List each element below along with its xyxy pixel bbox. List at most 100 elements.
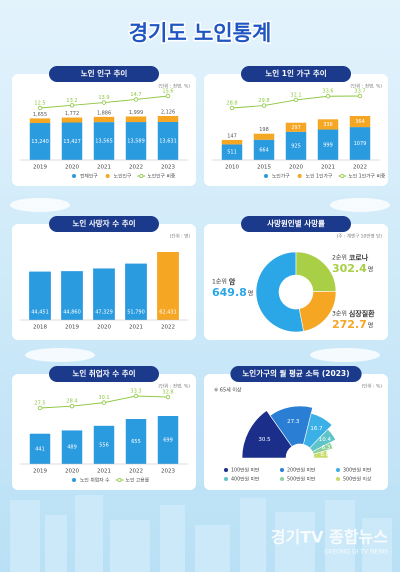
x-label: 2021 [97,469,111,475]
line-label: 12.5 [34,101,45,107]
line-label: 33.7 [354,89,365,95]
bar [29,271,51,320]
bar [285,122,307,132]
bar-label: 1,999 [129,110,143,116]
rate-value: 649.8 [212,286,247,299]
legend-marker [297,174,302,178]
x-label: 2020 [65,165,79,171]
panel-title: 노인 1인 가구 추이 [265,68,326,78]
line-point [229,105,235,111]
x-label: 2020 [65,469,79,475]
bar [317,119,339,130]
line-point [133,393,139,399]
bar-label: 198 [259,127,269,133]
x-label: 2022 [129,165,143,171]
fan-label: 30.5 [258,437,271,443]
bar [61,117,83,123]
line-label: 29.8 [258,98,269,104]
line-point [101,100,107,105]
watermark: 경기TV 종합뉴스 [271,528,388,547]
rate-value: 302.4 [332,262,367,275]
bar-label: 699 [163,438,173,444]
legend-label: 전체인구 [80,173,98,180]
bar-label: 364 [355,119,365,125]
legend-marker [139,173,144,178]
donut-slice [255,251,304,333]
line-point [69,403,75,409]
bar-label: 1,772 [65,111,79,117]
bar [93,116,115,123]
x-label: 2022 [353,165,367,171]
legend-label: 노인가구 [272,173,290,180]
bar-label: 2,126 [161,110,175,116]
bar-label: 47,329 [95,310,113,316]
bar [29,433,51,464]
bar [157,416,179,464]
x-label: 2020 [289,165,303,171]
bar-label: 999 [323,142,333,148]
legend-label: 노인 1인가구 비중 [348,173,386,180]
legend-marker [117,477,122,482]
bar [221,144,243,160]
bar-label: 664 [259,147,269,153]
legend-marker [224,477,228,481]
x-label: 2019 [65,325,79,331]
legend-label: 300만원 미만 [343,467,372,474]
bar [61,430,83,464]
legend-marker [336,468,340,472]
bar [61,271,83,320]
bar [221,139,243,145]
bar-label: 13,631 [159,138,177,144]
panel-title: 사망원인별 사망률 [267,218,325,228]
fan-label: 10.4 [319,437,332,443]
fan-slice [313,449,329,459]
rank: 3순위 [332,310,347,318]
note: ※ 65세 이상 [214,387,242,394]
bar [253,133,275,140]
bar-label: 13,240 [31,139,49,145]
unit-note: (단위 : 명) [170,233,191,240]
legend-marker [105,174,110,178]
bar [61,122,83,160]
line-point [165,93,171,99]
legend-marker [336,477,340,481]
panel-title: 노인 사망자 수 추이 [72,218,135,228]
x-label: 2019 [33,469,47,475]
donut-slice [298,290,337,332]
bar [93,122,115,160]
x-label: 2023 [161,165,175,171]
bar-label: 44,451 [31,310,49,316]
rate-value: 272.7 [332,318,367,331]
panel-title-bg [49,216,159,232]
panel-title-bg [230,366,362,382]
bar-label: 511 [227,150,237,156]
x-label: 2022 [161,325,175,331]
line-label: 14.7 [130,92,141,98]
skyline [10,495,392,572]
bar-label: 13,427 [63,139,81,145]
bar-label: 51,790 [127,310,145,316]
unit-note: (단위 : %) [362,383,383,390]
legend-label: 200만원 미만 [287,467,316,474]
bar [29,123,51,160]
bar-label: 655 [131,439,141,445]
line-label: 32.8 [162,390,173,396]
x-label: 2020 [97,325,111,331]
legend-label: 500만원 미만 [287,476,316,483]
legend-marker [340,173,345,178]
line-point [357,93,363,99]
bar [125,122,147,160]
line-label: 15.6 [162,89,173,95]
bar-label: 336 [323,122,333,128]
panel-title-bg [49,366,159,382]
bar-label: 147 [227,133,237,139]
line-label: 27.5 [34,401,45,407]
bar [93,268,115,320]
bar [285,131,307,160]
line-label: 28.8 [226,101,237,107]
line-point [37,105,43,111]
bar-label: 44,860 [63,310,81,316]
rank: 2순위 [332,254,347,262]
bar-label: 556 [99,442,109,448]
